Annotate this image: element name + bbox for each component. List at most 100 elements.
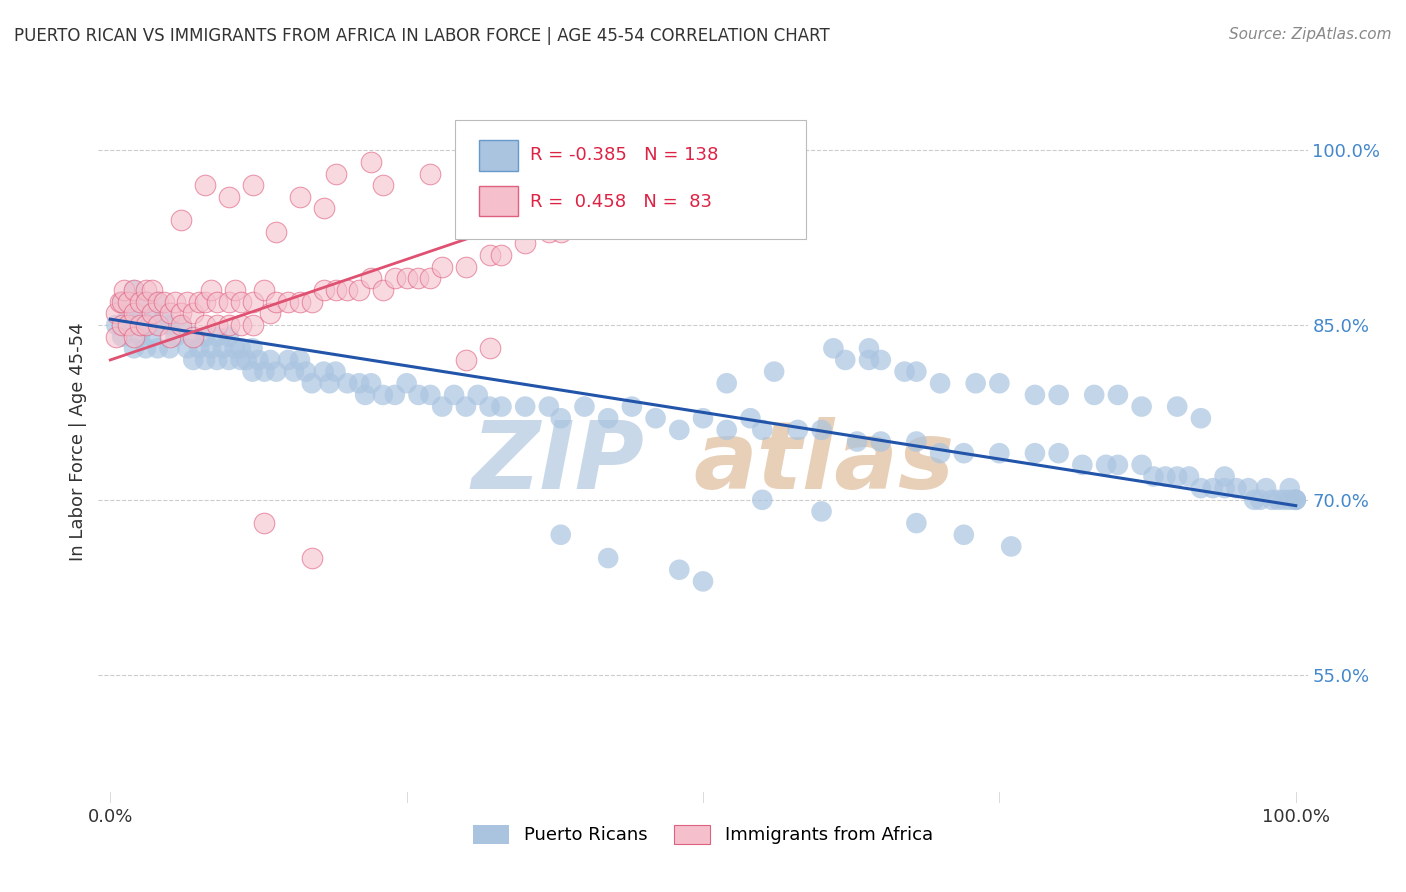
Point (111, 294, 134, 309)
Point (740, 411, 762, 425)
Point (395, 376, 418, 391)
Point (336, 376, 359, 391)
Point (229, 318, 252, 332)
Point (129, 318, 152, 332)
Point (432, 260, 454, 274)
Point (135, 341, 157, 355)
Point (550, 528, 572, 542)
Point (122, 283, 145, 297)
Point (117, 318, 139, 332)
FancyBboxPatch shape (456, 120, 806, 239)
Point (1213, 481, 1236, 495)
Point (668, 423, 690, 437)
Point (1047, 446, 1070, 460)
Point (347, 283, 370, 297)
Point (253, 516, 276, 530)
Point (1285, 492, 1308, 507)
Point (318, 376, 340, 391)
Point (165, 294, 187, 309)
Point (692, 574, 714, 589)
Point (858, 353, 880, 368)
Point (869, 434, 891, 449)
Point (301, 376, 323, 391)
Point (395, 271, 418, 285)
Point (384, 271, 406, 285)
Point (1278, 481, 1301, 495)
Point (360, 271, 382, 285)
Point (869, 353, 891, 368)
Point (108, 294, 131, 309)
Point (242, 341, 264, 355)
Point (491, 400, 513, 414)
Point (146, 341, 169, 355)
Point (598, 411, 620, 425)
Point (478, 341, 501, 355)
Point (454, 260, 477, 274)
Point (105, 306, 128, 320)
Point (205, 318, 228, 332)
Point (644, 411, 666, 425)
Point (1166, 469, 1188, 483)
Point (751, 492, 773, 507)
Point (1154, 469, 1177, 483)
Point (478, 248, 501, 262)
Point (1254, 481, 1277, 495)
Point (200, 283, 222, 297)
Point (336, 283, 359, 297)
Point (419, 271, 441, 285)
Point (122, 318, 145, 332)
Point (176, 294, 198, 309)
Point (114, 283, 136, 297)
Point (247, 353, 270, 368)
Point (1202, 481, 1225, 495)
Point (1024, 388, 1046, 402)
Point (360, 376, 382, 391)
Point (1095, 458, 1118, 472)
Point (288, 353, 311, 368)
Point (218, 294, 240, 309)
Point (1107, 458, 1129, 472)
Point (858, 341, 880, 355)
Text: atlas: atlas (693, 417, 955, 509)
Point (810, 423, 832, 437)
Text: Source: ZipAtlas.com: Source: ZipAtlas.com (1229, 27, 1392, 42)
Point (1083, 388, 1105, 402)
Point (823, 341, 845, 355)
Point (135, 283, 157, 297)
Point (574, 400, 596, 414)
Point (965, 376, 987, 391)
Point (905, 434, 928, 449)
Point (1278, 492, 1301, 507)
Point (194, 318, 217, 332)
Point (218, 353, 240, 368)
Point (1142, 469, 1164, 483)
Point (170, 318, 193, 332)
Point (1047, 388, 1070, 402)
Y-axis label: In Labor Force | Age 45-54: In Labor Force | Age 45-54 (69, 322, 87, 561)
Point (408, 388, 430, 402)
Point (111, 318, 134, 332)
Point (312, 283, 335, 297)
Point (288, 294, 311, 309)
Point (988, 376, 1011, 391)
Point (515, 400, 537, 414)
Point (135, 318, 157, 332)
Point (325, 283, 347, 297)
Point (1130, 400, 1153, 414)
Point (229, 341, 252, 355)
Point (1267, 492, 1289, 507)
Point (229, 294, 252, 309)
Point (170, 213, 193, 227)
Point (1261, 492, 1284, 507)
Point (929, 446, 952, 460)
Point (952, 528, 974, 542)
Point (620, 190, 643, 204)
Point (135, 294, 157, 309)
Point (550, 411, 572, 425)
Point (419, 388, 441, 402)
Point (354, 388, 377, 402)
Point (146, 294, 169, 309)
Point (419, 167, 441, 181)
Point (105, 329, 128, 343)
Point (1225, 481, 1247, 495)
